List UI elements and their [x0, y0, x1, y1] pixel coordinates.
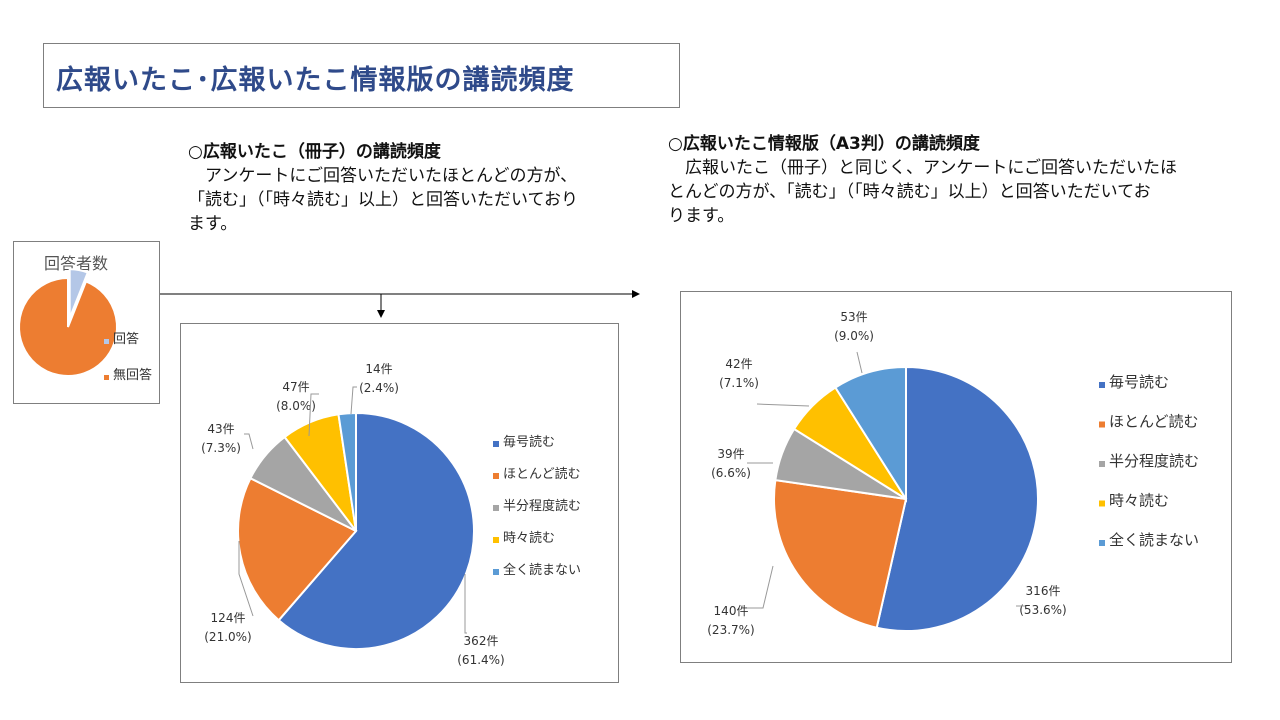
chart-booklet: 毎号読むほとんど読む 半分程度読む 時々読む全く読まない 362件 (61.4%) 124…: [180, 323, 619, 683]
section-left: ○広報いたこ（冊子）の講読頻度 アンケートにご回答いただいたほとんどの方が、 「…: [188, 140, 628, 236]
legend-label-5: 全く読まない: [1109, 531, 1199, 549]
leader-line-5: [350, 386, 357, 415]
legend-label-1: 毎号読む: [503, 434, 555, 450]
data-label-pct-5: (9.0%): [834, 329, 874, 343]
section-left-heading: ○広報いたこ（冊子）の講読頻度: [188, 142, 441, 162]
chart-respondents: 回答者数回答無回答: [13, 241, 160, 404]
legend-swatch-1: [104, 339, 109, 344]
pie-slice-2: [18, 276, 118, 377]
data-label-count-1: 316件: [1026, 584, 1061, 598]
legend-swatch-1: [493, 441, 499, 447]
pie-slice-2: [237, 476, 358, 622]
chart-infoedition: 毎号読むほとんど読む 半分程度読む 時々読む全く読まない 316件 (53.6%) 140…: [680, 291, 1232, 663]
arrow-head-down: [377, 310, 385, 318]
legend-label-4: 時々読む: [1109, 492, 1169, 510]
leader-line-1: [464, 574, 467, 634]
legend-swatch-5: [1099, 540, 1105, 546]
legend-swatch-2: [493, 473, 499, 479]
data-label-count-3: 39件: [717, 447, 744, 461]
leader-line-3: [244, 433, 254, 450]
legend-label-4: 時々読む: [503, 530, 555, 546]
data-label-pct-2: (23.7%): [707, 623, 754, 637]
pie-slice-2: [773, 478, 908, 629]
legend-swatch-2: [104, 375, 109, 380]
section-left-line-2: 「読む」（「時々読む」以上）と回答いただいており: [188, 190, 578, 210]
legend-swatch-5: [493, 569, 499, 575]
data-label-pct-3: (7.3%): [201, 441, 241, 455]
leader-line-2: [238, 541, 254, 617]
data-label-count-2: 140件: [714, 604, 749, 618]
pie-slice-1: [68, 268, 90, 319]
section-right: ○広報いたこ情報版（A3判）の講読頻度 広報いたこ（冊子）と同じく、アンケートに…: [668, 132, 1228, 228]
legend-label-2: ほとんど読む: [503, 466, 581, 482]
legend-label-2: ほとんど読む: [1109, 413, 1199, 431]
legend-swatch-3: [1099, 461, 1105, 467]
section-left-line-3: ます。: [188, 214, 238, 234]
section-right-line-2: とんどの方が、「読む」（「時々読む」以上）と回答いただいてお: [668, 182, 1151, 202]
section-right-line-1: 広報いたこ（冊子）と同じく、アンケートにご回答いただいたほ: [668, 158, 1177, 178]
data-label-count-4: 47件: [282, 380, 309, 394]
data-label-pct-4: (7.1%): [719, 376, 759, 390]
legend-swatch-1: [1099, 382, 1105, 388]
legend-label-1: 毎号読む: [1109, 373, 1169, 391]
legend-label-3: 半分程度読む: [503, 498, 581, 514]
leader-line-4: [756, 403, 810, 407]
arrow-head-right: [632, 290, 640, 298]
data-label-pct-3: (6.6%): [711, 466, 751, 480]
legend-label-5: 全く読まない: [503, 562, 581, 578]
section-right-heading: ○広報いたこ情報版（A3判）の講読頻度: [668, 134, 980, 154]
legend-swatch-2: [1099, 421, 1105, 428]
data-label-count-1: 362件: [464, 634, 499, 648]
pie-slice-1: [875, 365, 1039, 632]
page-title: 広報いたこ･広報いたこ情報版の講読頻度: [56, 65, 575, 96]
title-box: 広報いたこ･広報いたこ情報版の講読頻度: [43, 43, 680, 108]
legend-label-3: 半分程度読む: [1109, 452, 1199, 470]
data-label-count-5: 14件: [365, 362, 392, 376]
legend-swatch-4: [493, 537, 499, 543]
pie-slice-1: [277, 411, 475, 650]
section-left-line-1: アンケートにご回答いただいたほとんどの方が、: [188, 166, 578, 186]
legend-label-1: 回答: [113, 331, 139, 347]
data-label-pct-4: (8.0%): [276, 399, 316, 413]
legend-swatch-3: [493, 505, 499, 511]
data-label-count-5: 53件: [840, 310, 867, 324]
pie-slice-5: [834, 365, 907, 503]
leader-line-5: [856, 351, 863, 374]
data-label-pct-1: (61.4%): [457, 653, 504, 667]
data-label-count-3: 43件: [207, 422, 234, 436]
data-label-pct-5: (2.4%): [359, 381, 399, 395]
chart-title: 回答者数: [44, 254, 108, 273]
leader-line-2: [747, 565, 774, 609]
legend-swatch-4: [1099, 500, 1105, 507]
data-label-pct-1: (53.6%): [1019, 603, 1066, 617]
data-label-pct-2: (21.0%): [204, 630, 251, 644]
leader-line-4: [308, 393, 319, 437]
data-label-count-4: 42件: [725, 357, 752, 371]
pie-slice-5: [337, 411, 357, 532]
legend-label-2: 無回答: [113, 367, 152, 383]
data-label-count-2: 124件: [211, 611, 246, 625]
section-right-line-3: ります。: [668, 206, 735, 226]
